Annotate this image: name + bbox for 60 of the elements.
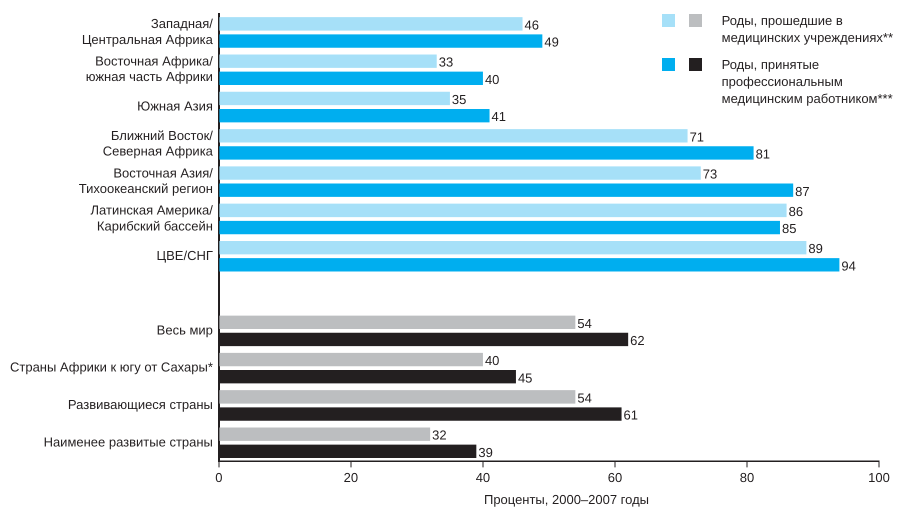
y-tick-label: Наименее развитые страны [44,434,213,450]
bar [219,390,576,404]
bar [219,34,542,48]
bar [219,316,576,329]
y-tick-label: Восточная Африка/ южная часть Африки [86,54,214,84]
bar [219,184,794,197]
x-tick-label: 40 [476,470,490,485]
data-label: 45 [518,370,532,386]
bar [219,427,430,441]
bar [219,108,490,122]
x-axis-title: Проценты, 2000–2007 годы [482,492,650,507]
data-label: 87 [795,184,810,199]
data-label: 73 [702,166,718,182]
y-tick-label: Страны Африки к югу от Сахары* [10,360,213,375]
y-tick-label: ЦВЕ/СНГ [156,248,213,263]
data-label: 89 [808,241,823,256]
bar [219,258,840,272]
y-tick-label: Восточная Азия/ Тихоокеанский регион [78,165,214,196]
data-label: 81 [756,146,770,162]
bar [219,146,754,160]
data-label: 94 [841,258,856,274]
bar [219,240,806,254]
y-tick-label: Латинская Америка/ Карибский бассейн [90,202,214,234]
data-label: 71 [690,129,704,144]
bar [219,54,437,68]
data-label: 46 [524,17,540,32]
data-label: 86 [788,204,804,219]
data-label: 49 [544,34,559,50]
data-label: 61 [624,408,638,423]
data-label: 32 [432,428,447,443]
legend-label: Роды, принятые профессиональным медицинским работником*** [722,56,893,107]
y-tick-label: Развивающиеся страны [68,397,213,412]
bar [219,204,787,218]
y-tick-label: Весь мир [156,322,213,338]
data-label: 40 [484,72,500,87]
bar [219,352,483,366]
data-label: 33 [438,54,454,70]
data-label: 62 [630,333,645,348]
data-label: 39 [478,444,493,460]
x-tick-label: 80 [740,470,754,485]
data-label: 54 [577,390,592,406]
y-tick-label: Ближний Восток/ Северная Африка [102,128,214,159]
x-tick-label: 0 [215,470,223,485]
x-tick-label: 60 [608,470,622,485]
bar [219,92,450,106]
x-tick-label: 100 [868,470,890,485]
bar [219,220,780,234]
y-tick-label: Западная/ Центральная Африка [82,16,214,47]
data-label: 85 [782,221,796,236]
x-tick-label: 20 [344,470,358,485]
bar [219,72,483,86]
data-label: 40 [484,353,500,368]
bar [219,129,688,142]
data-label: 41 [492,109,506,124]
legend-label: Роды, прошедшие в медицинских учреждениях** [722,12,893,46]
bar [219,166,701,180]
data-label: 35 [452,92,466,108]
bar [219,17,523,31]
data-label: 54 [577,316,592,331]
y-tick-label: Южная Азия [137,98,213,114]
